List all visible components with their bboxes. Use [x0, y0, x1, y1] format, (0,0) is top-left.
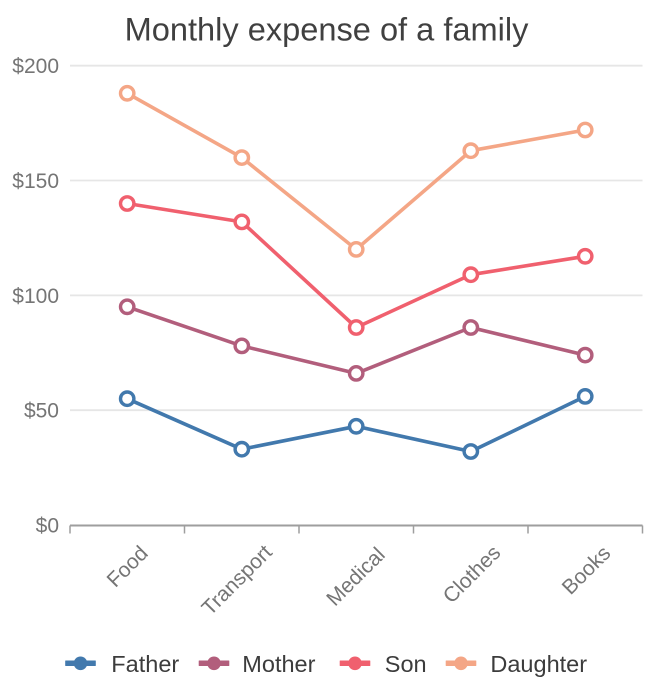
- svg-text:Monthly expense of a family: Monthly expense of a family: [125, 11, 530, 48]
- svg-text:$0: $0: [36, 515, 59, 538]
- svg-text:$100: $100: [12, 285, 59, 308]
- svg-text:Mother: Mother: [242, 651, 315, 677]
- svg-text:$150: $150: [12, 170, 59, 193]
- svg-text:Father: Father: [111, 651, 179, 677]
- svg-text:Son: Son: [385, 651, 427, 677]
- svg-text:Daughter: Daughter: [490, 651, 587, 677]
- svg-text:$200: $200: [12, 55, 59, 78]
- svg-text:$50: $50: [24, 400, 59, 423]
